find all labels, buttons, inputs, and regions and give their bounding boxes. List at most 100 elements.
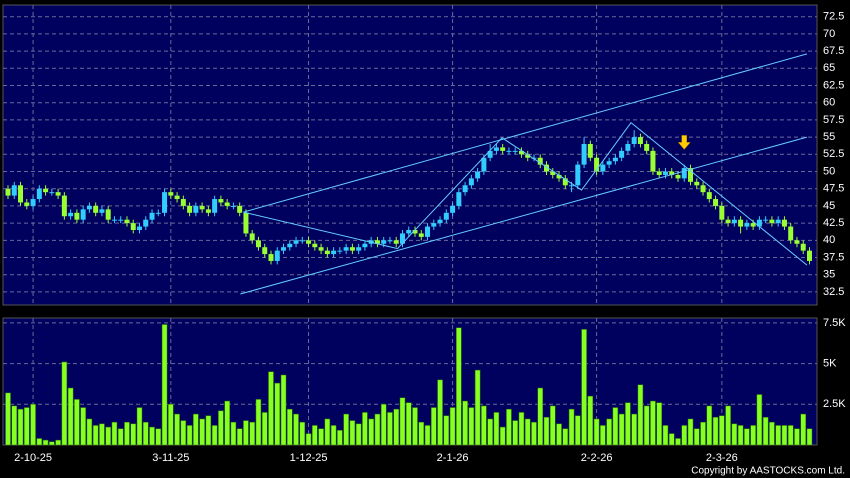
- volume-bar: [800, 413, 806, 446]
- volume-bar: [468, 407, 475, 446]
- candle-body: [143, 219, 149, 227]
- volume-bar: [368, 418, 374, 446]
- candle-body: [431, 223, 437, 227]
- candle-body: [5, 188, 11, 196]
- volume-bar: [725, 405, 731, 446]
- y-tick-label: 70: [823, 28, 835, 40]
- candle-body: [781, 219, 787, 227]
- candle-body: [387, 240, 393, 242]
- y-tick-label: 35: [823, 269, 835, 281]
- candle-body: [199, 205, 205, 210]
- volume-bar: [575, 415, 581, 446]
- volume-bar: [481, 405, 487, 446]
- volume-bar: [362, 412, 368, 446]
- volume-bar: [775, 425, 781, 446]
- candle-body: [738, 219, 744, 227]
- candle-body: [80, 209, 86, 220]
- candle-body: [612, 157, 618, 162]
- volume-bar: [49, 441, 55, 446]
- y-tick-label: 32.5: [823, 286, 844, 298]
- candle-body: [493, 147, 499, 151]
- volume-bar: [224, 400, 230, 446]
- candle-body: [137, 226, 143, 230]
- volume-bar: [61, 361, 68, 446]
- volume-bar: [117, 428, 124, 446]
- candle-body: [525, 154, 531, 158]
- volume-bar: [211, 425, 218, 446]
- candle-body: [212, 199, 218, 213]
- candle-body: [794, 240, 800, 244]
- candle-body: [575, 164, 581, 186]
- volume-bar: [293, 413, 299, 446]
- candle-body: [631, 137, 637, 144]
- candle-body: [506, 150, 512, 152]
- y-tick-label: 55: [823, 131, 835, 143]
- volume-bar: [512, 420, 518, 446]
- candle-body: [105, 209, 111, 220]
- volume-bar: [587, 395, 594, 446]
- volume-bar: [274, 382, 281, 446]
- candle-body: [443, 212, 449, 220]
- candle-body: [481, 157, 487, 172]
- candle-body: [500, 147, 506, 151]
- volume-bar: [449, 407, 456, 446]
- candle-body: [606, 161, 612, 165]
- candle-body: [374, 240, 380, 244]
- candle-body: [243, 212, 249, 234]
- candle-body: [86, 205, 92, 210]
- candle-body: [155, 212, 161, 214]
- candle-body: [763, 219, 769, 221]
- volume-bar: [650, 400, 656, 446]
- candle-body: [562, 178, 568, 186]
- volume-bar: [418, 421, 425, 446]
- candle-body: [437, 219, 443, 224]
- volume-bar: [499, 426, 506, 446]
- volume-bar: [794, 428, 800, 446]
- candle-body: [149, 212, 155, 220]
- candle-body: [644, 143, 650, 151]
- volume-bar: [193, 413, 199, 446]
- candle-body: [775, 219, 781, 224]
- candle-body: [399, 233, 405, 244]
- candle-body: [11, 185, 17, 196]
- candle-body: [18, 185, 24, 203]
- candle-body: [587, 143, 593, 158]
- copyright: Copyright by AASTOCKS.com Ltd.: [691, 466, 845, 477]
- candle-body: [187, 205, 193, 213]
- y-tick-label: 52.5: [823, 148, 844, 160]
- candle-body: [487, 150, 493, 158]
- candle-body: [249, 233, 255, 241]
- candle-body: [349, 247, 355, 251]
- candle-body: [512, 150, 518, 152]
- volume-bar: [230, 421, 237, 446]
- candle-body: [36, 188, 42, 200]
- candle-body: [99, 209, 105, 213]
- candle-body: [806, 250, 812, 261]
- volume-bar: [355, 423, 362, 446]
- x-tick-label: 2-2-26: [581, 452, 613, 464]
- volume-bar: [668, 433, 675, 446]
- volume-bar: [318, 428, 324, 446]
- candle-body: [124, 219, 130, 224]
- volume-bar: [606, 418, 612, 446]
- candle-body: [594, 157, 600, 172]
- candle-body: [381, 240, 387, 244]
- volume-bar: [186, 425, 193, 446]
- y-tick-label: 62.5: [823, 79, 844, 91]
- y-tick-label: 47.5: [823, 183, 844, 195]
- candle-body: [30, 199, 36, 206]
- y-tick-label: 72.5: [823, 11, 844, 23]
- volume-bar: [330, 425, 337, 446]
- candle-body: [556, 174, 562, 179]
- volume-bar: [24, 407, 30, 446]
- candle-body: [43, 188, 49, 193]
- volume-bar: [518, 412, 525, 446]
- volume-bar: [431, 407, 437, 446]
- candle-body: [569, 185, 575, 187]
- candle-body: [788, 226, 794, 241]
- volume-bar: [255, 399, 262, 446]
- candle-body: [731, 219, 737, 224]
- candle-body: [406, 230, 412, 234]
- candle-body: [450, 205, 456, 213]
- volume-bar: [568, 408, 575, 446]
